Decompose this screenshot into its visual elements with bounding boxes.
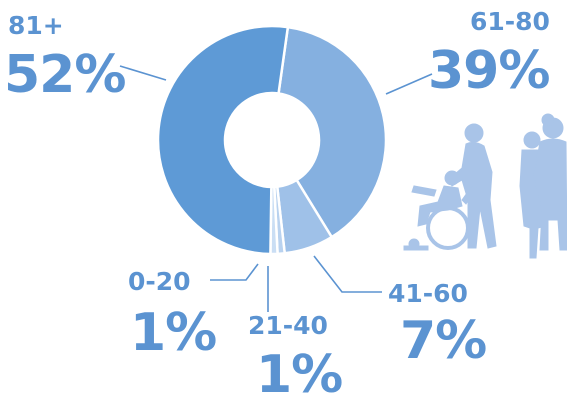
range-label-81-plus: 81+ [8,11,64,40]
pct-label-21-40: 1% [256,345,342,395]
range-label-41-60: 41-60 [388,279,468,308]
slice-81-plus [156,24,290,256]
leader-0-20 [210,263,259,281]
chart-labels: 81+ 52% 61-80 39% 41-60 7% 21-40 1% 0-20… [4,7,550,395]
leader-lines [119,65,433,312]
range-label-61-80: 61-80 [470,7,550,36]
leader-41-60 [313,255,382,293]
pct-label-81-plus: 52% [4,45,125,105]
pct-label-61-80: 39% [428,41,549,101]
donut-slices [156,24,388,256]
slice-61-80 [277,25,388,239]
leader-61-80 [385,73,433,95]
people-silhouettes-icon [403,113,567,259]
range-label-21-40: 21-40 [248,311,328,340]
pct-label-0-20: 1% [130,303,216,363]
pct-label-41-60: 7% [400,311,486,371]
leader-81-plus [119,65,167,81]
range-label-0-20: 0-20 [128,267,191,296]
